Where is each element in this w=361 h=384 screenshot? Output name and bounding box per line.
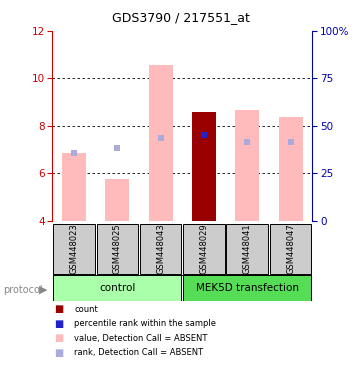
Text: ■: ■ <box>54 304 64 314</box>
Bar <box>226 224 268 273</box>
Bar <box>270 224 312 273</box>
Text: protocol: protocol <box>4 285 43 295</box>
Bar <box>183 224 225 273</box>
Bar <box>140 224 182 273</box>
Text: GDS3790 / 217551_at: GDS3790 / 217551_at <box>112 11 249 24</box>
Bar <box>96 224 138 273</box>
Bar <box>105 179 129 221</box>
Text: GSM448043: GSM448043 <box>156 223 165 274</box>
Text: percentile rank within the sample: percentile rank within the sample <box>74 319 216 328</box>
Text: GSM448041: GSM448041 <box>243 223 252 274</box>
Text: ■: ■ <box>54 348 64 358</box>
Text: ■: ■ <box>54 333 64 343</box>
Bar <box>279 118 303 221</box>
Text: GSM448025: GSM448025 <box>113 223 122 274</box>
Text: value, Detection Call = ABSENT: value, Detection Call = ABSENT <box>74 334 207 343</box>
Bar <box>183 275 312 301</box>
Text: control: control <box>99 283 135 293</box>
Text: GSM448029: GSM448029 <box>200 223 208 274</box>
Text: count: count <box>74 305 98 314</box>
Text: ■: ■ <box>54 319 64 329</box>
Bar <box>235 110 259 221</box>
Bar <box>192 111 216 221</box>
Text: GSM448023: GSM448023 <box>70 223 78 274</box>
Text: GSM448047: GSM448047 <box>286 223 295 274</box>
Text: MEK5D transfection: MEK5D transfection <box>196 283 299 293</box>
Bar <box>53 275 182 301</box>
Bar <box>192 111 216 221</box>
Text: ▶: ▶ <box>39 285 48 295</box>
Bar <box>53 224 95 273</box>
Text: rank, Detection Call = ABSENT: rank, Detection Call = ABSENT <box>74 348 203 358</box>
Bar <box>149 65 173 221</box>
Bar <box>62 153 86 221</box>
